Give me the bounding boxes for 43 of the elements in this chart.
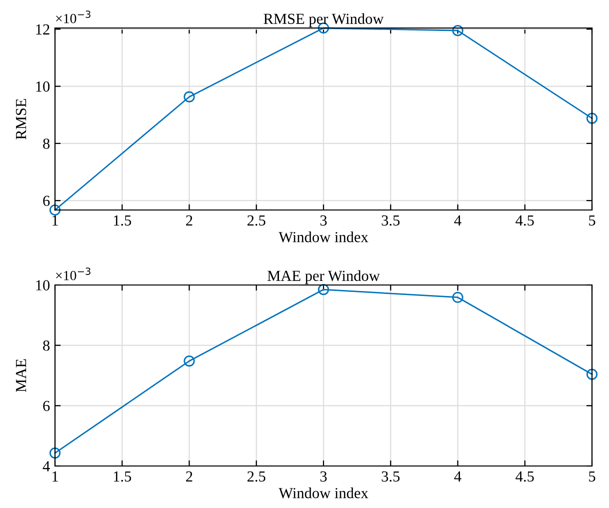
point [184, 355, 195, 367]
y-tick-label: 6 [43, 196, 50, 206]
point [49, 447, 61, 459]
x-tick-label: 2 [186, 471, 192, 482]
y-tick-label: 8 [43, 138, 50, 149]
point [452, 292, 464, 303]
x-tick-label: 3.5 [382, 471, 400, 482]
point [586, 368, 598, 380]
x-tick-label: 2 [186, 215, 192, 226]
point [49, 204, 61, 216]
chart-title: RMSE per Window [264, 13, 384, 28]
y-tick-label: 10 [36, 280, 50, 290]
x-tick-label: 3 [320, 215, 327, 226]
x-tick-label: 3.5 [382, 215, 400, 226]
x-tick-label: 2.5 [247, 215, 266, 226]
x-tick-label: 1.5 [114, 215, 132, 226]
y-axis-title: RMSE [16, 98, 26, 140]
text: ×10$^{−3}$ [56, 268, 90, 280]
x-tick-label: 1 [52, 471, 58, 482]
point [586, 112, 598, 124]
y-tick-label: 12 [36, 24, 50, 34]
x-axis-title: Window index [278, 487, 368, 498]
x-tick-label: 4.5 [516, 215, 534, 226]
y-tick-label: 6 [43, 400, 50, 412]
x-tick-label: 4 [454, 215, 462, 226]
chart-title: MAE per Window [268, 270, 380, 284]
point [184, 91, 195, 102]
y-axis-title: MAE [16, 359, 26, 392]
y-tick-label: 10 [36, 81, 50, 92]
x-tick-label: 5 [589, 215, 596, 226]
point [318, 284, 330, 296]
y-tick-label: 4 [42, 461, 50, 472]
point [452, 25, 464, 36]
x-axis-title: Window index [278, 231, 368, 242]
y-tick-label: 8 [43, 340, 50, 351]
x-tick-label: 4.5 [516, 471, 534, 482]
x-tick-label: 1.5 [114, 471, 132, 482]
x-tick-label: 5 [589, 471, 596, 482]
x-tick-label: 2.5 [247, 471, 266, 482]
text: ×10$^{−3}$ [56, 10, 90, 24]
x-tick-label: 3 [320, 471, 327, 482]
x-tick-label: 4 [454, 471, 462, 482]
x-tick-label: 1 [52, 215, 58, 226]
